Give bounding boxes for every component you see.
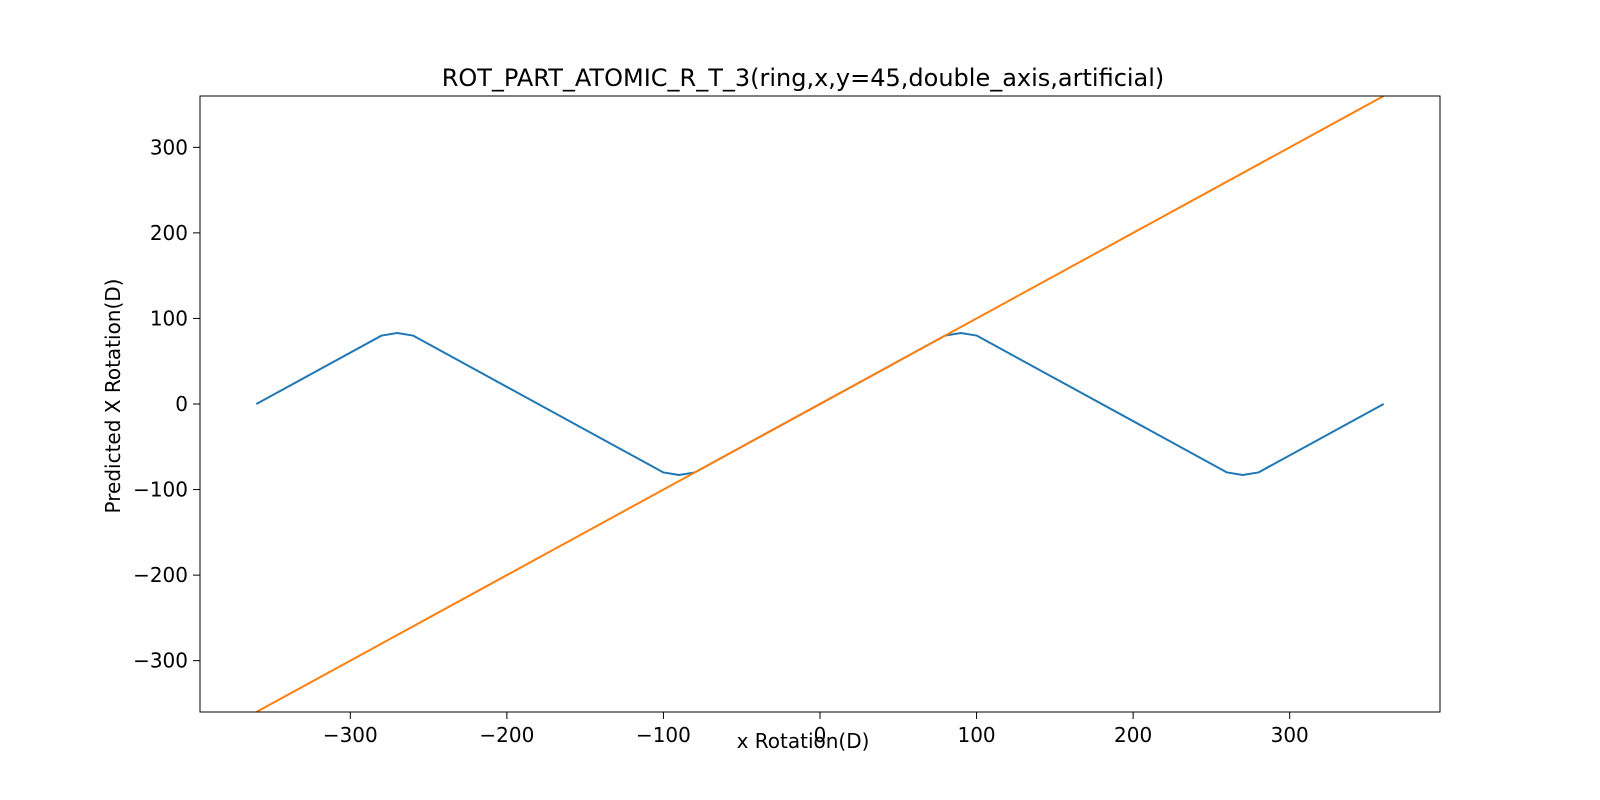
y-tick-label: −300 xyxy=(133,649,188,673)
y-axis-label: Predicted X Rotation(D) xyxy=(101,279,125,514)
x-tick-label: 100 xyxy=(957,723,995,747)
series-layer xyxy=(255,96,1385,712)
y-tick-label: −200 xyxy=(133,563,188,587)
x-tick-label: −200 xyxy=(479,723,534,747)
y-tick-label: 300 xyxy=(150,135,188,159)
y-tick-label: 200 xyxy=(150,221,188,245)
chart-title: ROT_PART_ATOMIC_R_T_3(ring,x,y=45,double… xyxy=(442,64,1165,92)
x-tick-label: 300 xyxy=(1271,723,1309,747)
x-tick-label: 0 xyxy=(814,723,827,747)
y-tick-label: 100 xyxy=(150,306,188,330)
y-tick-label: −100 xyxy=(133,478,188,502)
x-axis: −300 −200 −100 0 100 200 300 xyxy=(323,712,1309,747)
x-tick-label: 200 xyxy=(1114,723,1152,747)
x-tick-label: −300 xyxy=(323,723,378,747)
series-line-2 xyxy=(255,96,1385,712)
x-axis-label: x Rotation(D) xyxy=(737,729,870,753)
y-tick-label: 0 xyxy=(175,392,188,416)
y-axis: −300 −200 −100 0 100 200 300 xyxy=(133,135,200,673)
x-tick-label: −100 xyxy=(636,723,691,747)
